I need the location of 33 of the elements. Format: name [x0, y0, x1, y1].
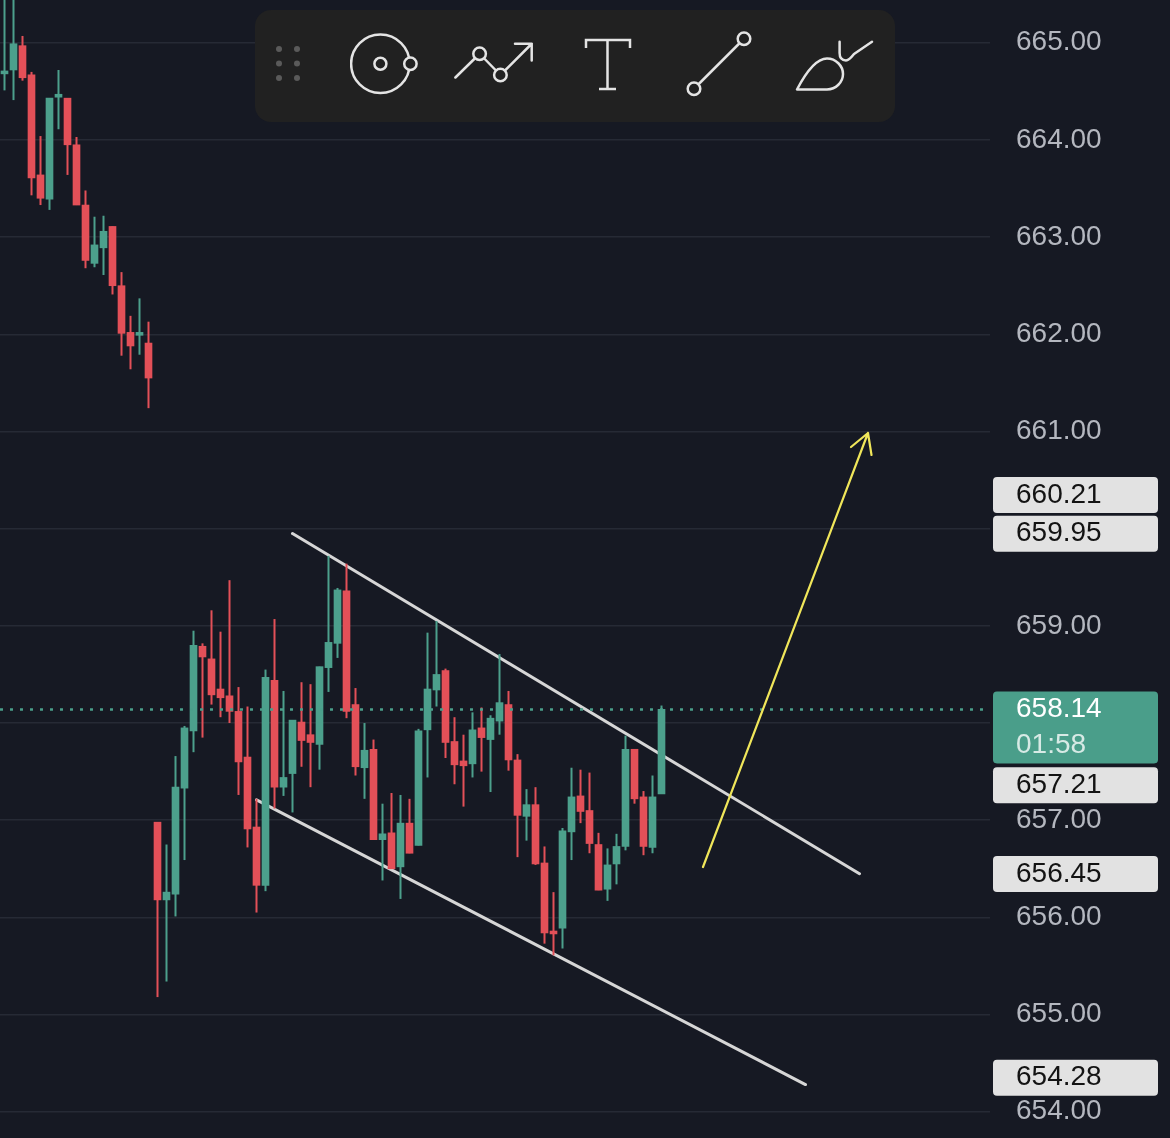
- text: 659.95: [1016, 516, 1102, 548]
- candlestick: [486, 714, 495, 794]
- y-tick-label: 661.00: [1016, 414, 1102, 446]
- candlestick: [54, 68, 63, 131]
- candlestick: [99, 214, 108, 277]
- y-tick-label: 656.00: [1016, 900, 1102, 932]
- y-tick-label: 659.00: [1016, 608, 1102, 640]
- candlestick: [126, 314, 135, 371]
- candlestick: [450, 716, 459, 786]
- y-tick-label: 657.00: [1016, 802, 1102, 834]
- candlestick: [36, 135, 45, 207]
- y-tick-label: 654.00: [1016, 1094, 1102, 1126]
- text: 656.45: [1016, 856, 1102, 888]
- candlestick: [432, 619, 441, 708]
- candlestick: [135, 297, 144, 356]
- text: 657.21: [1016, 767, 1102, 799]
- text: 654.28: [1016, 1060, 1102, 1092]
- candlestick: [297, 681, 306, 768]
- text: 660.21: [1016, 477, 1102, 509]
- y-tick-label: 663.00: [1016, 219, 1102, 251]
- candlestick: [90, 215, 99, 269]
- candlestick: [576, 768, 585, 825]
- y-tick-label: 655.00: [1016, 997, 1102, 1029]
- y-tick-label: 662.00: [1016, 317, 1102, 349]
- y-tick-label: 664.00: [1016, 122, 1102, 154]
- candlestick: [612, 832, 621, 886]
- candlestick: [378, 802, 387, 882]
- ref-line-label: 658.14: [1016, 692, 1102, 724]
- candlestick: [522, 788, 531, 842]
- candlestick: [306, 683, 315, 789]
- text: 01:58: [1016, 728, 1087, 760]
- candlestick: [360, 722, 369, 800]
- y-tick-label: 665.00: [1016, 25, 1102, 57]
